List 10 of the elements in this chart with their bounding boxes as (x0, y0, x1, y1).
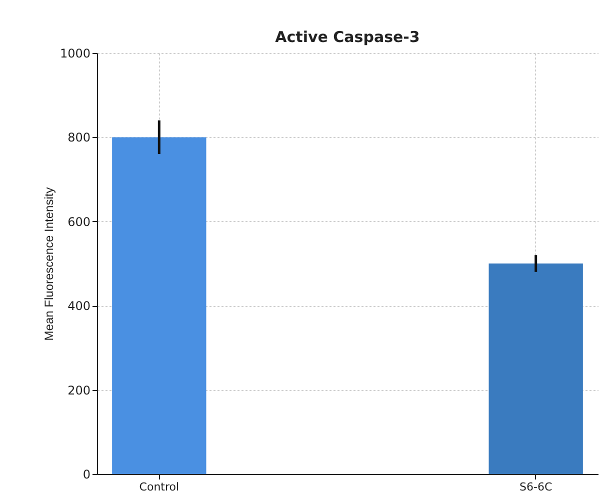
y-tick-label: 400 (68, 299, 90, 314)
y-axis-title: Mean Fluorescence Intensity (42, 187, 56, 341)
x-tick-label: Control (139, 480, 180, 494)
y-tick-label: 0 (82, 468, 90, 482)
y-tick-label: 800 (68, 130, 90, 145)
y-tick-label: 600 (68, 214, 90, 229)
x-tick-label: S6-6C (520, 480, 552, 494)
y-tick-label: 200 (68, 383, 90, 398)
y-tick-label: 1000 (60, 46, 90, 60)
chart-title: Active Caspase-3 (275, 28, 420, 46)
